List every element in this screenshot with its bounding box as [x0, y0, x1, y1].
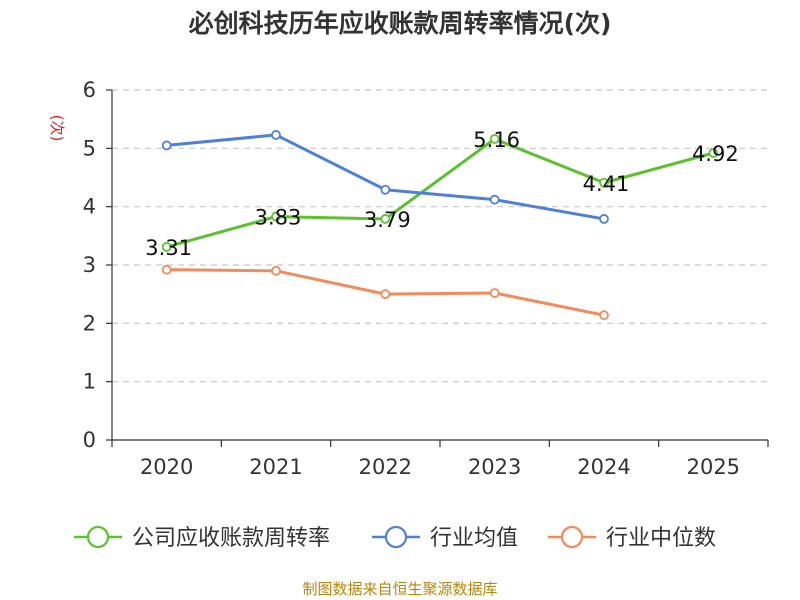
data-point [161, 242, 172, 252]
series-line-1 [166, 133, 605, 221]
data-point [599, 310, 609, 321]
y-tick-label: 2 [83, 311, 96, 335]
x-tick-label: 2020 [140, 455, 193, 479]
data-point [161, 264, 172, 275]
data-point [380, 214, 391, 224]
data-point [271, 211, 281, 222]
legend-marker [86, 525, 110, 549]
data-label: 3.83 [255, 206, 302, 230]
data-label: 4.92 [692, 142, 739, 166]
legend-marker [384, 525, 408, 549]
data-label: 4.41 [583, 172, 630, 196]
y-tick-label: 1 [83, 370, 96, 394]
data-label: 3.79 [364, 208, 411, 232]
data-point [271, 265, 281, 276]
series-line-0 [166, 137, 714, 249]
y-tick-label: 6 [83, 78, 96, 102]
y-tick-label: 4 [83, 195, 96, 219]
data-point [599, 177, 609, 188]
x-tick-label: 2022 [359, 455, 412, 479]
source-note: 制图数据来自恒生聚源数据库 [302, 580, 498, 598]
y-axis-label: (次) [48, 115, 66, 142]
chart-title: 必创科技历年应收账款周转率情况(次) [188, 9, 612, 38]
data-point [161, 140, 172, 151]
legend-label: 行业中位数 [606, 526, 716, 551]
data-point [380, 289, 391, 300]
y-tick-label: 5 [83, 136, 96, 160]
legend-label: 公司应收账款周转率 [132, 526, 330, 551]
data-point [271, 130, 281, 140]
data-point [380, 184, 391, 195]
data-label: 5.16 [473, 128, 520, 152]
x-tick-label: 2024 [577, 455, 630, 479]
legend-label: 行业均值 [430, 526, 518, 551]
x-tick-label: 2025 [687, 455, 740, 479]
y-tick-label: 3 [83, 253, 96, 277]
data-label: 3.31 [145, 236, 192, 260]
x-tick-label: 2021 [249, 455, 302, 479]
data-point [708, 148, 719, 158]
data-point [489, 134, 500, 144]
y-tick-label: 0 [83, 428, 96, 452]
x-tick-label: 2023 [468, 455, 521, 479]
data-point [599, 214, 609, 224]
data-point [489, 194, 500, 205]
legend-marker [560, 525, 584, 549]
data-point [489, 288, 500, 298]
